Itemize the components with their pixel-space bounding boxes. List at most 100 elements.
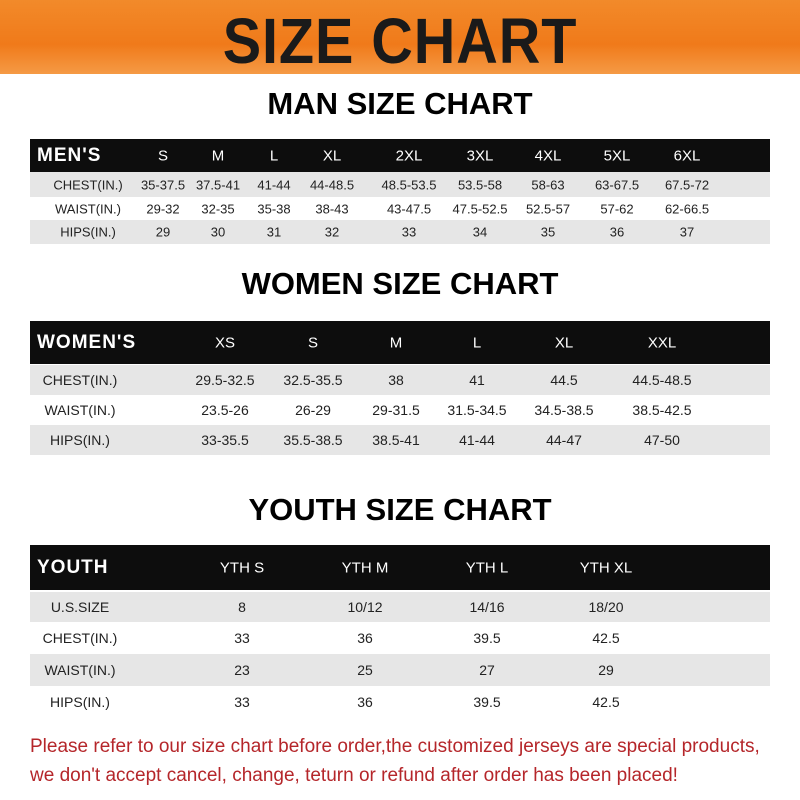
table-cell: 34.5-38.5 — [534, 402, 594, 418]
table-title-cell: MEN'S — [37, 144, 102, 166]
table-cell: 67.5-72 — [664, 177, 710, 192]
size-header-cell: YTH L — [465, 559, 509, 576]
table-row: CHEST(IN.) 33 36 39.5 42.5 — [30, 622, 770, 654]
measure-label: CHEST(IN.) — [42, 372, 118, 388]
table-cell: 47.5-52.5 — [452, 201, 508, 216]
youth-header-row: YOUTH YTH S YTH M YTH L YTH XL — [30, 545, 770, 590]
measure-label: CHEST(IN.) — [42, 630, 118, 646]
table-cell: 32-35 — [201, 201, 235, 216]
table-cell: 14/16 — [469, 599, 505, 615]
table-cell: 42.5 — [592, 694, 620, 710]
table-cell: 52.5-57 — [525, 201, 571, 216]
size-header-cell: 2XL — [395, 147, 423, 164]
table-cell: 8 — [238, 599, 246, 615]
table-title-cell: YOUTH — [37, 556, 109, 578]
table-cell: 35-37.5 — [140, 177, 186, 192]
measure-label: HIPS(IN.) — [50, 694, 110, 710]
table-row: WAIST(IN.) 29-32 32-35 35-38 38-43 43-47.5 47.… — [30, 197, 770, 220]
table-cell: 10/12 — [347, 599, 383, 615]
table-cell: 29 — [155, 224, 171, 240]
table-cell: 34 — [472, 224, 488, 240]
table-cell: 25 — [357, 662, 373, 678]
table-cell: 39.5 — [473, 694, 501, 710]
table-row: WAIST(IN.) 23 25 27 29 — [30, 654, 770, 686]
table-cell: 23 — [234, 662, 250, 678]
table-cell: 41 — [469, 372, 485, 388]
table-cell: 29.5-32.5 — [195, 372, 255, 388]
size-header-cell: YTH S — [219, 559, 265, 576]
size-header-cell: M — [211, 147, 225, 164]
table-cell: 36 — [357, 630, 373, 646]
notice-line-1: Please refer to our size chart before or… — [30, 736, 760, 757]
size-header-cell: XL — [554, 334, 574, 351]
table-cell: 33 — [234, 694, 250, 710]
table-cell: 30 — [210, 224, 226, 240]
women-title: WOMEN SIZE CHART — [241, 266, 559, 301]
measure-label: WAIST(IN.) — [44, 402, 116, 418]
table-cell: 37 — [679, 224, 695, 240]
table-row: HIPS(IN.) 33 36 39.5 42.5 — [30, 686, 770, 718]
table-cell: 63-67.5 — [594, 177, 640, 192]
size-header-cell: YTH XL — [579, 559, 633, 576]
table-cell: 26-29 — [295, 402, 331, 418]
table-cell: 35.5-38.5 — [283, 432, 343, 448]
table-cell: 58-63 — [531, 177, 565, 192]
size-header-cell: M — [389, 334, 403, 351]
size-header-cell: XS — [214, 334, 236, 351]
table-cell: 44-47 — [546, 432, 582, 448]
table-row: CHEST(IN.) 29.5-32.5 32.5-35.5 38 41 44.5 44.5… — [30, 365, 770, 395]
measure-label: U.S.SIZE — [50, 599, 110, 615]
men-title: MAN SIZE CHART — [267, 86, 533, 121]
table-cell: 53.5-58 — [457, 177, 503, 192]
youth-title: YOUTH SIZE CHART — [248, 492, 552, 527]
table-cell: 42.5 — [592, 630, 620, 646]
table-row: HIPS(IN.) 33-35.5 35.5-38.5 38.5-41 41-44 44-… — [30, 425, 770, 455]
table-cell: 29-32 — [146, 201, 180, 216]
measure-label: HIPS(IN.) — [60, 224, 116, 240]
size-header-cell: S — [307, 334, 319, 351]
table-cell: 18/20 — [588, 599, 624, 615]
table-cell: 36 — [609, 224, 625, 240]
size-header-cell: 6XL — [673, 147, 701, 164]
size-header-cell: 3XL — [466, 147, 494, 164]
table-cell: 38.5-41 — [372, 432, 420, 448]
table-cell: 48.5-53.5 — [381, 177, 437, 192]
banner-title: SIZE CHART — [222, 5, 578, 77]
size-header-cell: 5XL — [603, 147, 631, 164]
size-header-cell: L — [269, 147, 279, 164]
women-header-row: WOMEN'S XS S M L XL XXL — [30, 321, 770, 364]
table-cell: 27 — [479, 662, 495, 678]
table-cell: 43-47.5 — [386, 201, 432, 216]
size-header-cell: XXL — [647, 334, 677, 351]
table-cell: 32 — [324, 224, 340, 240]
table-cell: 38 — [388, 372, 404, 388]
table-cell: 32.5-35.5 — [283, 372, 343, 388]
size-header-cell: L — [472, 334, 482, 351]
table-title-cell: WOMEN'S — [37, 331, 137, 353]
table-cell: 47-50 — [644, 432, 680, 448]
table-cell: 38.5-42.5 — [632, 402, 692, 418]
table-cell: 36 — [357, 694, 373, 710]
table-row: U.S.SIZE 8 10/12 14/16 18/20 — [30, 592, 770, 622]
table-cell: 35 — [540, 224, 556, 240]
table-cell: 29 — [598, 662, 614, 678]
table-cell: 62-66.5 — [664, 201, 710, 216]
table-row: HIPS(IN.) 29 30 31 32 33 34 35 36 37 — [30, 220, 770, 244]
table-cell: 35-38 — [257, 201, 291, 216]
men-header-row: MEN'S S M L XL 2XL 3XL 4XL 5XL 6XL — [30, 139, 770, 172]
table-cell: 33-35.5 — [201, 432, 249, 448]
table-cell: 38-43 — [315, 201, 349, 216]
table-cell: 39.5 — [473, 630, 501, 646]
table-cell: 29-31.5 — [372, 402, 420, 418]
table-row: WAIST(IN.) 23.5-26 26-29 29-31.5 31.5-34.5 34… — [30, 395, 770, 425]
table-row: CHEST(IN.) 35-37.5 37.5-41 41-44 44-48.5 48.5… — [30, 172, 770, 197]
size-header-cell: XL — [322, 147, 342, 164]
size-header-cell: S — [157, 147, 169, 164]
measure-label: WAIST(IN.) — [55, 201, 121, 216]
size-header-cell: YTH M — [341, 559, 389, 576]
notice-line-2: we don't accept cancel, change, teturn o… — [30, 765, 678, 786]
table-cell: 37.5-41 — [195, 177, 241, 192]
measure-label: WAIST(IN.) — [44, 662, 116, 678]
table-cell: 41-44 — [459, 432, 495, 448]
table-cell: 33 — [234, 630, 250, 646]
